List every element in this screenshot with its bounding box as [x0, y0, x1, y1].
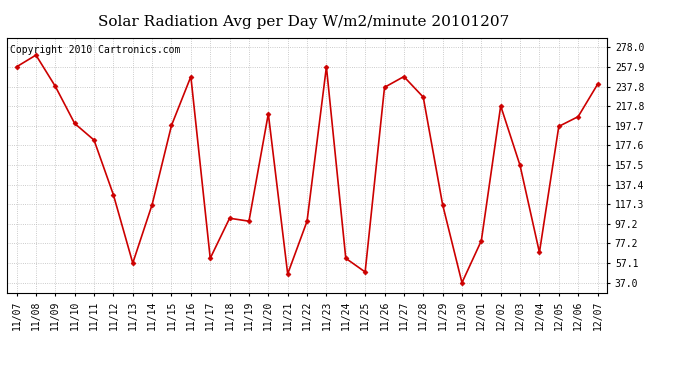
Text: Solar Radiation Avg per Day W/m2/minute 20101207: Solar Radiation Avg per Day W/m2/minute …	[98, 15, 509, 29]
Text: Copyright 2010 Cartronics.com: Copyright 2010 Cartronics.com	[10, 45, 180, 55]
